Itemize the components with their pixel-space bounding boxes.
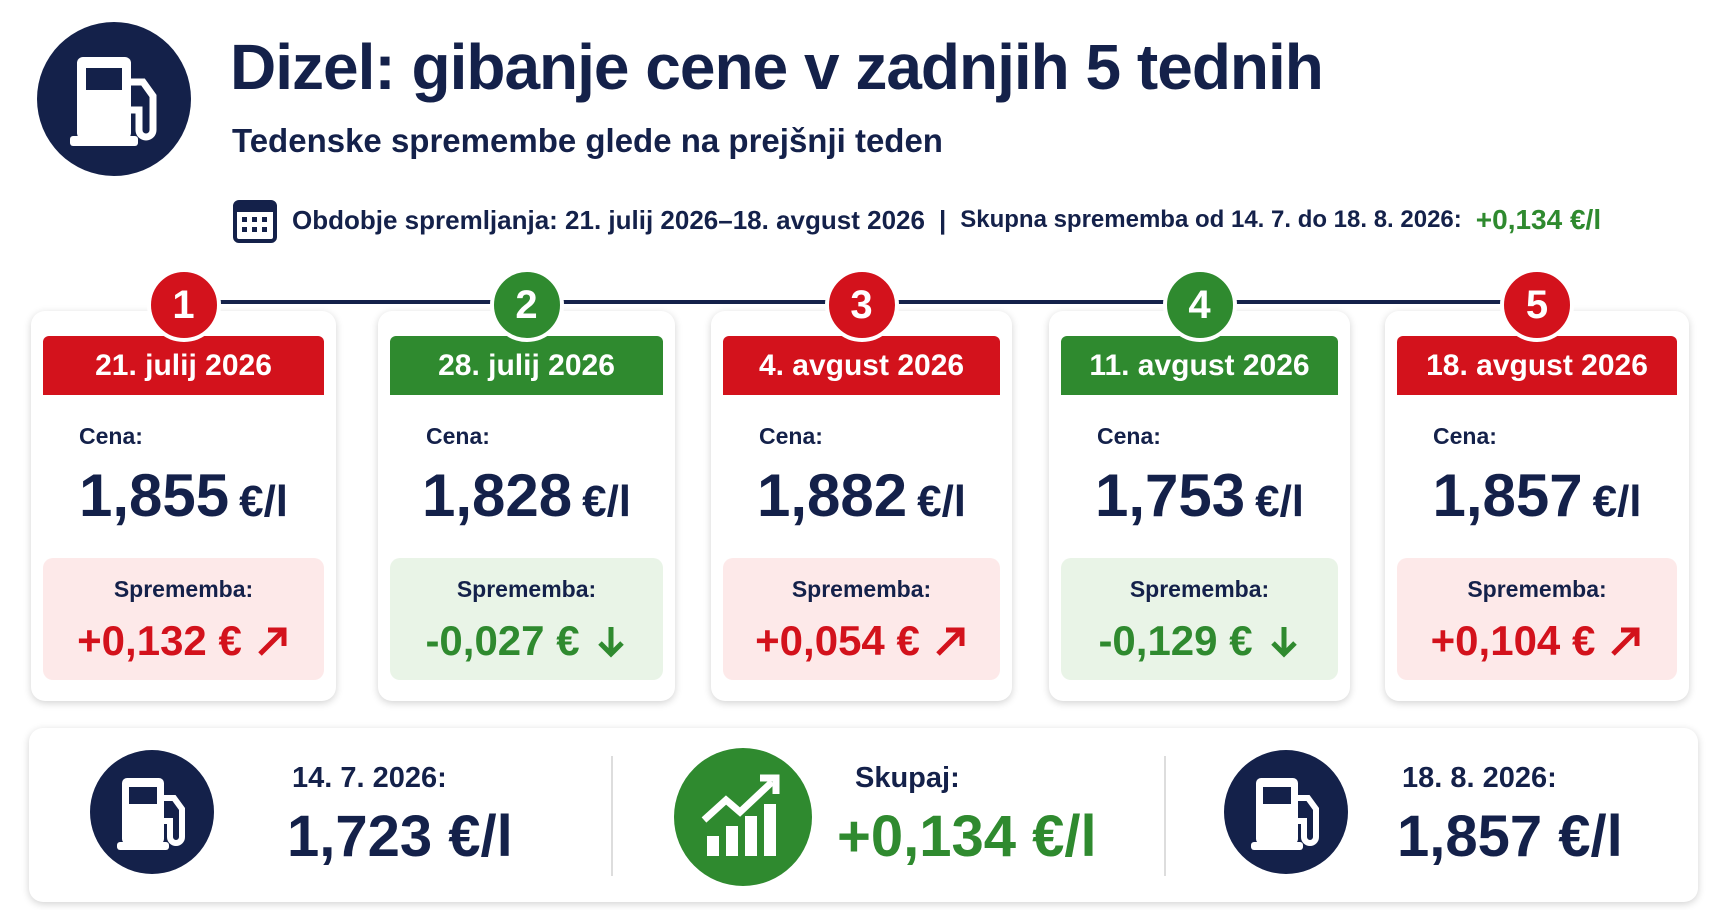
change: -0,027 € [425, 617, 580, 664]
arrow-icon [597, 627, 624, 658]
card: 4. avgust 2026 Cena: 1,882 €/l Sprememba: +0,… [711, 311, 1012, 701]
step-number: 3 [824, 268, 899, 342]
price: 1,855 [78, 462, 230, 529]
end-value: 1,857 €/l [1397, 804, 1623, 869]
price: 1,882 [756, 462, 908, 529]
price-label: Cena: [759, 423, 823, 449]
date-band: 21. julij 2026 [43, 336, 324, 395]
total-value: +0,134 €/l [837, 804, 1097, 869]
step-number: 5 [1500, 268, 1574, 342]
change-box: Sprememba: -0,027 € [390, 558, 663, 680]
step-number: 4 [1162, 268, 1237, 342]
start-label: 14. 7. 2026: [292, 762, 447, 794]
price-row: 1,855 €/l [31, 461, 336, 530]
change-box: Sprememba: +0,104 € [1397, 558, 1677, 680]
change: +0,132 € [77, 617, 242, 664]
title: Dizel: gibanje cene v zadnjih 5 tednih [230, 31, 1324, 103]
price-label: Cena: [79, 423, 143, 449]
separator: | [938, 204, 947, 235]
summary: 14. 7. 2026: 1,723 €/l Skupaj: +0,134 €/… [29, 728, 1698, 902]
price: 1,828 [421, 462, 573, 529]
change: -0,129 € [1098, 617, 1253, 664]
change-row: -0,129 € [1061, 617, 1338, 665]
arrow-icon [1611, 627, 1640, 656]
price: 1,857 [1432, 462, 1583, 529]
divider [611, 756, 613, 876]
divider [1164, 756, 1166, 876]
price-label: Cena: [426, 423, 490, 449]
fuel-icon [90, 750, 214, 874]
change-row: +0,132 € [43, 617, 324, 665]
card: 21. julij 2026 Cena: 1,855 €/l Sprememba: +0,… [31, 311, 336, 701]
change-box: Sprememba: +0,132 € [43, 558, 324, 680]
period: Obdobje spremljanja: 21. julij 2026–18. … [292, 204, 925, 235]
change-box: Sprememba: -0,129 € [1061, 558, 1338, 680]
unit: €/l [917, 477, 967, 526]
unit: €/l [239, 477, 289, 526]
price-label: Cena: [1433, 423, 1497, 449]
total-label: Skupna sprememba od 14. 7. do 18. 8. 202… [960, 206, 1462, 233]
change: +0,104 € [1430, 617, 1596, 664]
calendar-icon [233, 200, 277, 243]
step-number: 2 [489, 268, 564, 342]
price-row: 1,828 €/l [378, 461, 675, 530]
unit: €/l [1255, 477, 1305, 526]
step-number: 1 [146, 268, 221, 342]
change-row: +0,104 € [1397, 617, 1677, 665]
subtitle: Tedenske spremembe glede na prejšnji ted… [232, 122, 943, 159]
date-band: 4. avgust 2026 [723, 336, 1000, 395]
total-value: +0,134 €/l [1475, 204, 1602, 235]
total-label: Skupaj: [855, 762, 960, 794]
date-band: 11. avgust 2026 [1061, 336, 1338, 395]
change-label: Sprememba: [456, 576, 597, 602]
change-label: Sprememba: [113, 576, 254, 602]
card: 28. julij 2026 Cena: 1,828 €/l Sprememba: -0,… [378, 311, 675, 701]
price: 1,753 [1094, 462, 1246, 529]
arrow-icon [936, 627, 965, 656]
change-box: Sprememba: +0,054 € [723, 558, 1000, 680]
date-band: 28. julij 2026 [390, 336, 663, 395]
arrow-icon [1270, 627, 1297, 658]
price-label: Cena: [1097, 423, 1161, 449]
change-label: Sprememba: [791, 576, 932, 602]
change-label: Sprememba: [1467, 576, 1607, 602]
change-label: Sprememba: [1129, 576, 1270, 602]
change-row: +0,054 € [723, 617, 1000, 665]
change: +0,054 € [755, 617, 920, 664]
fuel-icon [1224, 750, 1348, 874]
price-row: 1,753 €/l [1049, 461, 1350, 530]
arrow-icon [258, 627, 287, 656]
price-row: 1,857 €/l [1385, 461, 1689, 530]
card: 11. avgust 2026 Cena: 1,753 €/l Sprememba: -0… [1049, 311, 1350, 701]
date-band: 18. avgust 2026 [1397, 336, 1677, 395]
chart-icon [674, 748, 812, 886]
start-value: 1,723 €/l [287, 804, 513, 869]
change-row: -0,027 € [390, 617, 663, 665]
info-line: Obdobje spremljanja: 21. julij 2026–18. … [232, 196, 1601, 244]
fuel-icon [37, 22, 191, 176]
price-row: 1,882 €/l [711, 461, 1012, 530]
unit: €/l [1592, 477, 1642, 526]
end-label: 18. 8. 2026: [1402, 762, 1557, 794]
unit: €/l [582, 477, 632, 526]
card: 18. avgust 2026 Cena: 1,857 €/l Sprememba: +0… [1385, 311, 1689, 701]
